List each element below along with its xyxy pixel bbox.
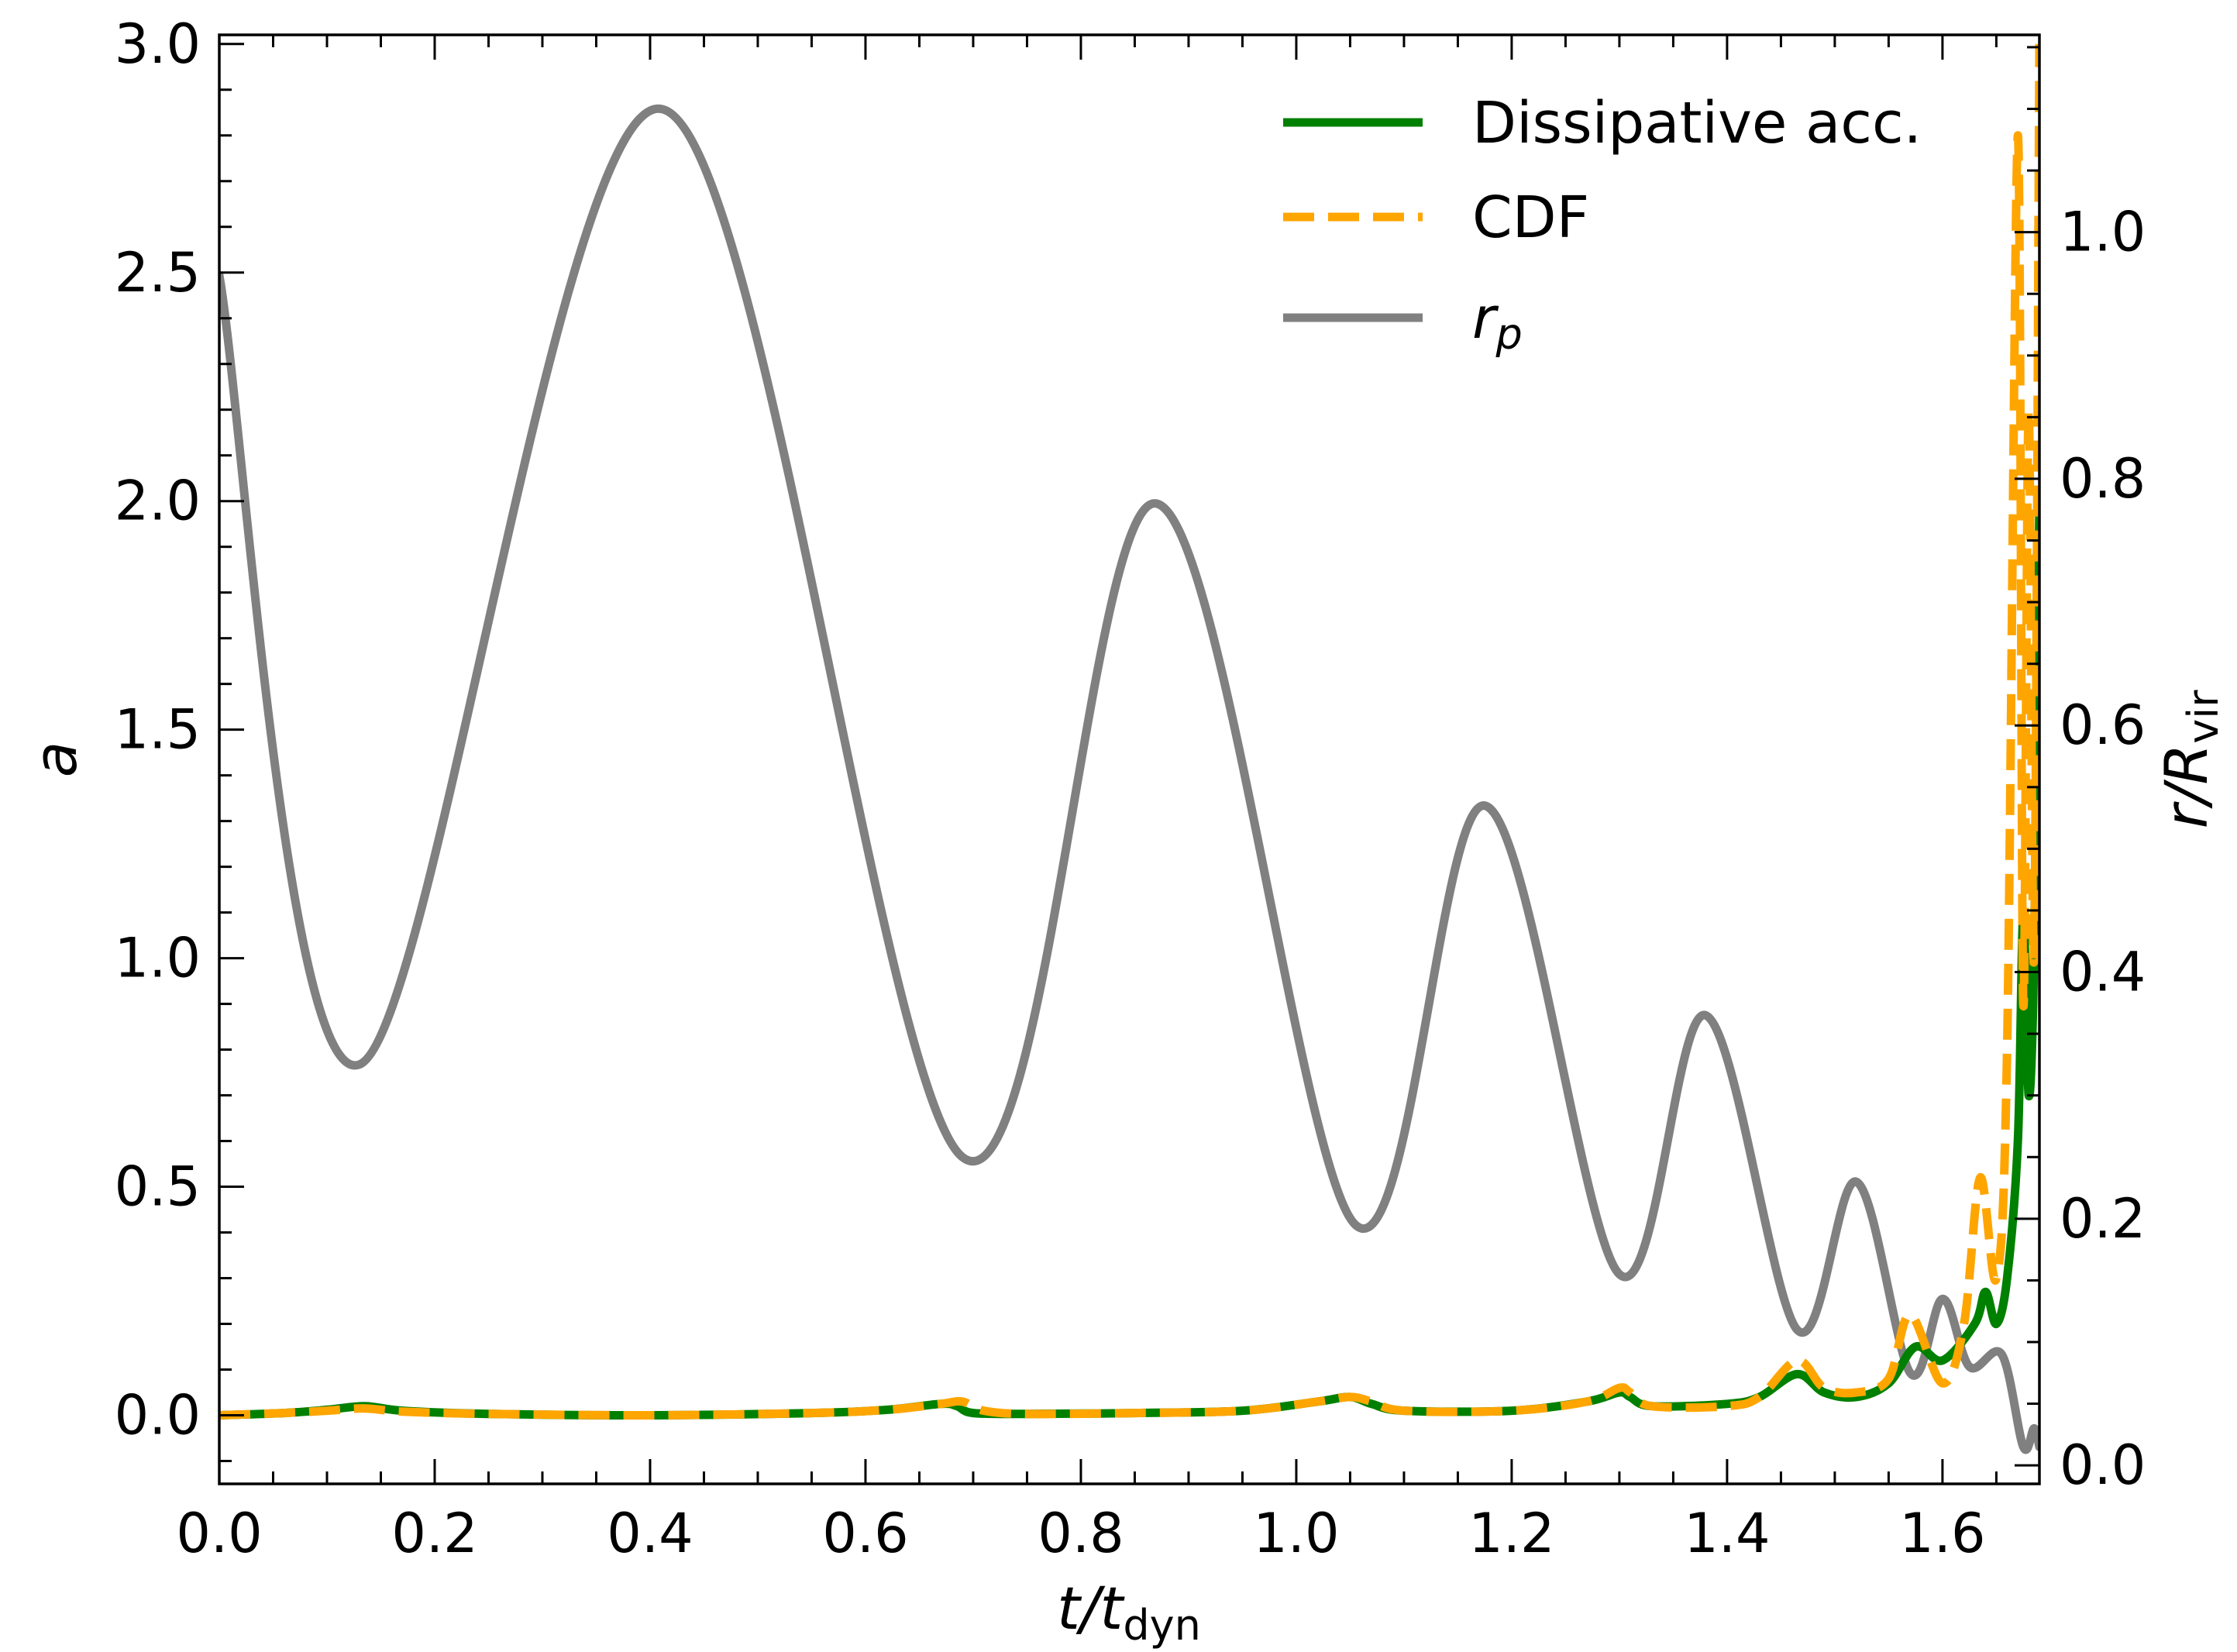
- legend-label-cdf: CDF: [1472, 184, 1589, 251]
- x-tick-label: 1.2: [1468, 1502, 1554, 1565]
- legend-label-dissipative: Dissipative acc.: [1472, 90, 1922, 157]
- y-right-tick-label: 0.6: [2060, 693, 2146, 757]
- y-right-tick-label: 1.0: [2060, 201, 2146, 264]
- plot-frame: [218, 33, 2041, 1485]
- x-tick-label: 0.0: [176, 1502, 262, 1565]
- legend-label-rp: rp: [1472, 285, 1523, 359]
- y-right-tick-label: 0.8: [2060, 447, 2146, 511]
- y-right-tick-label: 0.4: [2060, 941, 2146, 1004]
- y-left-tick-label: 2.0: [115, 470, 201, 533]
- y-axis-right-title: r/Rvir: [2152, 690, 2228, 829]
- x-axis-title-sub: dyn: [1123, 1601, 1200, 1650]
- y-left-tick-label: 1.0: [115, 927, 201, 990]
- x-tick-label: 1.4: [1684, 1502, 1770, 1565]
- x-tick-label: 1.6: [1899, 1502, 1985, 1565]
- y-right-tick-label: 0.2: [2060, 1187, 2146, 1251]
- series-cdf-line: [219, 43, 2039, 1420]
- y-left-tick-label: 3.0: [115, 12, 201, 76]
- ticks-layer: 0.0 0.2 0.4 0.6 0.8 1.0 1.2 1.4 1.6 0.0 0.5 1.0 1.5 2…: [115, 12, 2146, 1565]
- y-left-tick-label: 2.5: [115, 241, 201, 305]
- x-tick-label: 0.8: [1038, 1502, 1124, 1565]
- series-layer: [219, 43, 2039, 1454]
- y-left-tick-label: 1.5: [115, 698, 201, 762]
- legend-label-rp-sub: p: [1495, 310, 1522, 359]
- x-tick-label: 0.2: [391, 1502, 477, 1565]
- x-axis-title-main: t/t: [1057, 1574, 1125, 1643]
- y-left-tick-label: 0.0: [115, 1384, 201, 1447]
- series-rp-line: [219, 104, 2039, 1454]
- x-tick-label: 1.0: [1253, 1502, 1339, 1565]
- y-axis-right-title-sub: vir: [2179, 690, 2228, 744]
- x-tick-label: 0.6: [822, 1502, 908, 1565]
- x-axis-title: t/tdyn: [1057, 1574, 1201, 1650]
- legend-label-rp-main: r: [1472, 285, 1499, 352]
- legend: Dissipative acc. CDF rp: [1283, 90, 1922, 359]
- x-tick-label: 0.4: [607, 1502, 693, 1565]
- y-axis-left-title: a: [21, 742, 90, 778]
- y-left-tick-label: 0.5: [115, 1155, 201, 1219]
- y-axis-right-title-main: r/R: [2152, 744, 2221, 829]
- y-right-tick-label: 0.0: [2060, 1433, 2146, 1497]
